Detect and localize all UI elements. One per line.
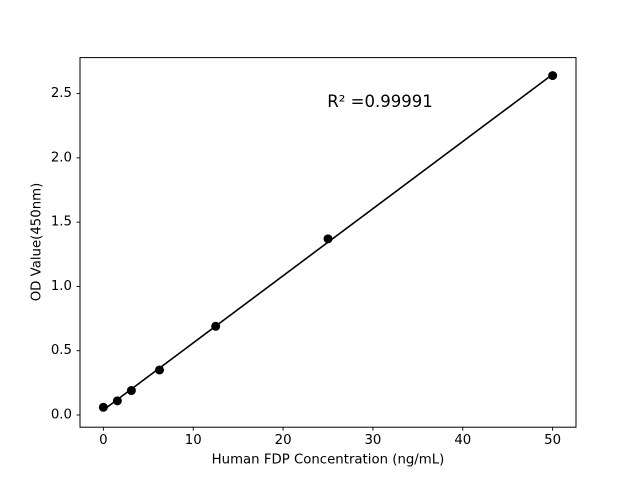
x-tick-label: 50 bbox=[544, 433, 561, 448]
data-point bbox=[112, 396, 122, 406]
data-point bbox=[126, 386, 136, 396]
y-tick-label: 1.5 bbox=[51, 215, 72, 230]
data-point bbox=[155, 365, 165, 375]
data-point bbox=[323, 234, 333, 244]
data-point bbox=[548, 71, 558, 81]
x-tick-label: 30 bbox=[364, 433, 381, 448]
x-tick-label: 20 bbox=[275, 433, 292, 448]
r-squared-annotation: R² =0.99991 bbox=[327, 91, 433, 111]
x-axis-label: Human FDP Concentration (ng/mL) bbox=[211, 452, 445, 468]
y-tick-label: 2.5 bbox=[51, 86, 72, 101]
data-point bbox=[211, 321, 221, 331]
data-point bbox=[98, 402, 108, 412]
y-tick-label: 2.0 bbox=[51, 150, 72, 165]
x-tick-label: 10 bbox=[185, 433, 202, 448]
y-tick-label: 0.5 bbox=[51, 343, 72, 358]
x-tick-label: 40 bbox=[454, 433, 471, 448]
y-axis-label: OD Value(450nm) bbox=[29, 182, 45, 302]
x-tick-label: 0 bbox=[99, 433, 107, 448]
y-tick-label: 1.0 bbox=[51, 279, 72, 294]
y-tick-label: 0.0 bbox=[51, 407, 72, 422]
